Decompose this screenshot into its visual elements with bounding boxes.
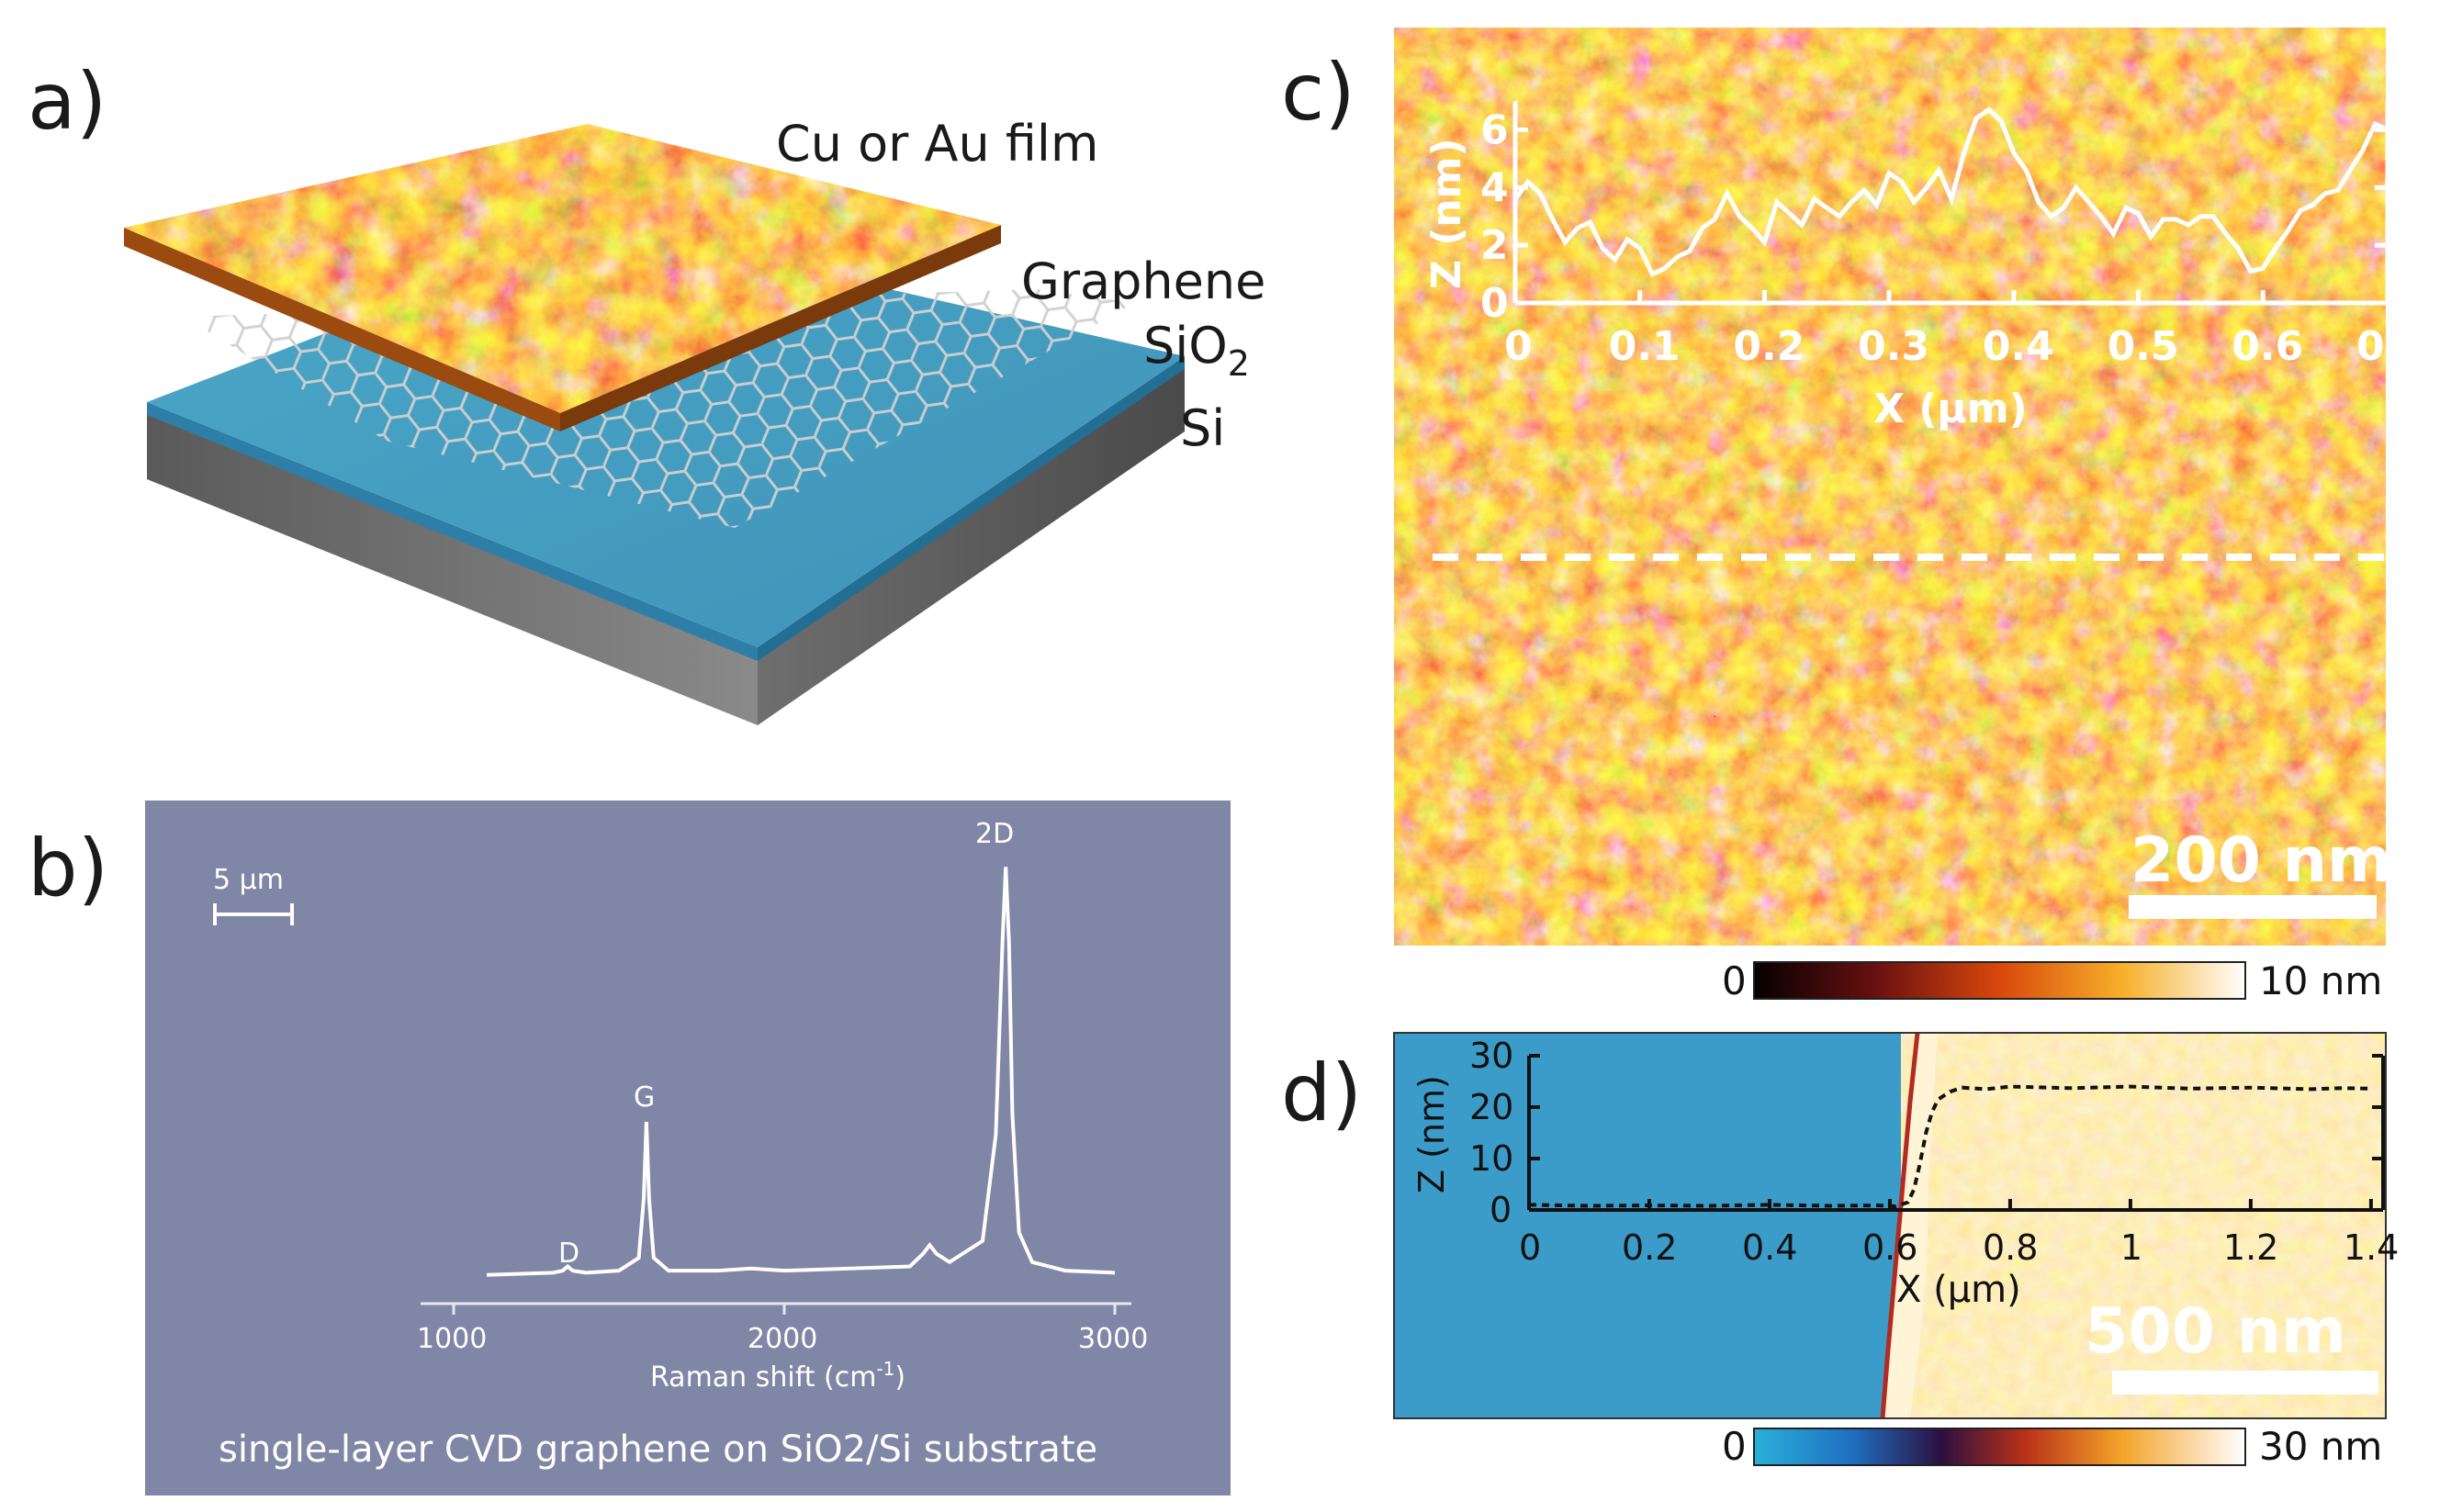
d-x-tick-label: 1.2: [2223, 1227, 2278, 1268]
c-y-tick-label: 4: [1480, 164, 1509, 211]
d-y-tick-label: 30: [1469, 1036, 1513, 1076]
d-y-tick-label: 0: [1490, 1190, 1512, 1230]
panel-d-label: d): [1281, 1047, 1362, 1139]
film-edge: [1883, 1033, 1938, 1418]
sio2-label: SiO2: [1143, 317, 1250, 384]
panel-c: c) 0 0.1 0.2 0.3 0.4 0.5 0.6 0.7 0 2 4 6 X (µm) Z (…: [1281, 27, 2428, 1003]
colorbar-c: [1753, 961, 2246, 1000]
peak-2d-label: 2D: [975, 818, 1014, 850]
panel-b: b) 5 µm 1000 2000 3000 D G 2D Raman shift …: [28, 801, 1231, 1495]
c-y-tick-label: 6: [1480, 106, 1509, 153]
cbar-d-max: 30 nm: [2259, 1424, 2382, 1469]
c-x-tick-label: 0: [1504, 323, 1533, 370]
raman-x-ticks: 1000 2000 3000: [417, 1304, 1148, 1355]
raman-spectrum-line: [486, 867, 1116, 1277]
inset-d-axes: [1527, 1056, 2385, 1212]
d-x-tick-label: 0.4: [1742, 1227, 1797, 1268]
film-label: Cu or Au film: [776, 115, 1098, 173]
afm-substrate-region: [1394, 1033, 1919, 1418]
d-x-tick-label: 0.2: [1622, 1227, 1677, 1268]
panel-c-label: c): [1281, 47, 1355, 139]
colorbar-d: [1753, 1428, 2246, 1466]
peak-d-label: D: [558, 1238, 579, 1270]
d-x-tick-label: 1: [2120, 1227, 2142, 1268]
panel-b-label: b): [28, 823, 108, 914]
c-x-tick-label: 0.2: [1733, 323, 1805, 370]
film-edge-right: [560, 225, 1001, 431]
panel-a: a) Cu or Au film Graphene SiO2 Si: [28, 56, 1265, 725]
cbar-c-min: 0: [1722, 958, 1747, 1003]
c-scalebar: [2129, 895, 2377, 919]
inset-c-ylabel: Z (nm): [1423, 138, 1470, 289]
b-scalebar: [213, 903, 294, 925]
c-x-tick-label: 0.4: [1983, 323, 2054, 370]
cbar-d-min: 0: [1722, 1424, 1747, 1469]
d-x-tick-label: 0.8: [1983, 1227, 2038, 1268]
si-side-front: [147, 413, 758, 725]
afm-film-texture: [1901, 1033, 2386, 1418]
inset-c-ticks: 0 0.1 0.2 0.3 0.4 0.5 0.6 0.7 0 2 4 6: [1480, 106, 2428, 370]
inset-d-xlabel: X (µm): [1896, 1269, 2021, 1311]
optical-image: [145, 801, 1231, 1495]
d-x-tick-label: 0: [1519, 1227, 1541, 1268]
panel-a-label: a): [28, 56, 107, 148]
inset-d-ylabel: Z (nm): [1411, 1075, 1452, 1193]
afm-image-c: [1393, 27, 2387, 946]
d-scalebar-label: 500 nm: [2085, 1295, 2346, 1368]
c-x-tick-label: 0.3: [1858, 323, 1929, 370]
inset-c-axes: [1512, 101, 2390, 306]
inset-c-xlabel: X (µm): [1873, 386, 2028, 432]
raman-x-tick-label: 2000: [748, 1323, 817, 1355]
graphene-label: Graphene: [1021, 252, 1265, 310]
d-y-tick-label: 20: [1469, 1087, 1513, 1127]
c-x-tick-label: 0.6: [2232, 323, 2303, 370]
b-caption: single-layer CVD graphene on SiO2/Si sub…: [219, 1428, 1097, 1471]
c-scalebar-label: 200 nm: [2131, 824, 2392, 897]
sio2-edge-front: [147, 402, 758, 661]
film-edge-front: [124, 228, 560, 431]
inset-d-ticks: 0 0.2 0.4 0.6 0.8 1 1.2 1.4 0 10 20 30: [1469, 1036, 2399, 1268]
cbar-c-max: 10 nm: [2259, 958, 2382, 1003]
film-edge-dark: [1880, 1032, 1920, 1419]
peak-g-label: G: [634, 1081, 655, 1114]
si-label: Si: [1180, 399, 1225, 457]
panel-d: d) 0 0.2 0.4 0.6 0.8 1 1.2 1.4 0 10 20 30 X (µm) Z …: [1281, 1032, 2399, 1469]
d-x-tick-label: 1.4: [2344, 1227, 2399, 1268]
d-scalebar: [2112, 1371, 2378, 1394]
c-y-tick-label: 2: [1480, 222, 1509, 269]
profile-c-line: [1512, 106, 2389, 277]
sio2-edge-right: [758, 356, 1185, 661]
d-y-tick-label: 10: [1469, 1138, 1513, 1179]
b-scalebar-label: 5 µm: [213, 864, 284, 896]
raman-x-label: Raman shift (cm-1): [650, 1358, 905, 1394]
afm-image-d-frame: [1393, 1032, 2387, 1419]
c-x-tick-label: 0.7: [2356, 323, 2428, 370]
raman-x-tick-label: 3000: [1078, 1323, 1148, 1355]
c-y-tick-label: 0: [1480, 280, 1509, 327]
raman-x-tick-label: 1000: [417, 1323, 487, 1355]
c-x-tick-label: 0.5: [2108, 323, 2179, 370]
c-x-tick-label: 0.1: [1609, 323, 1681, 370]
d-x-tick-label: 0.6: [1862, 1227, 1917, 1268]
si-side-right: [758, 367, 1185, 725]
